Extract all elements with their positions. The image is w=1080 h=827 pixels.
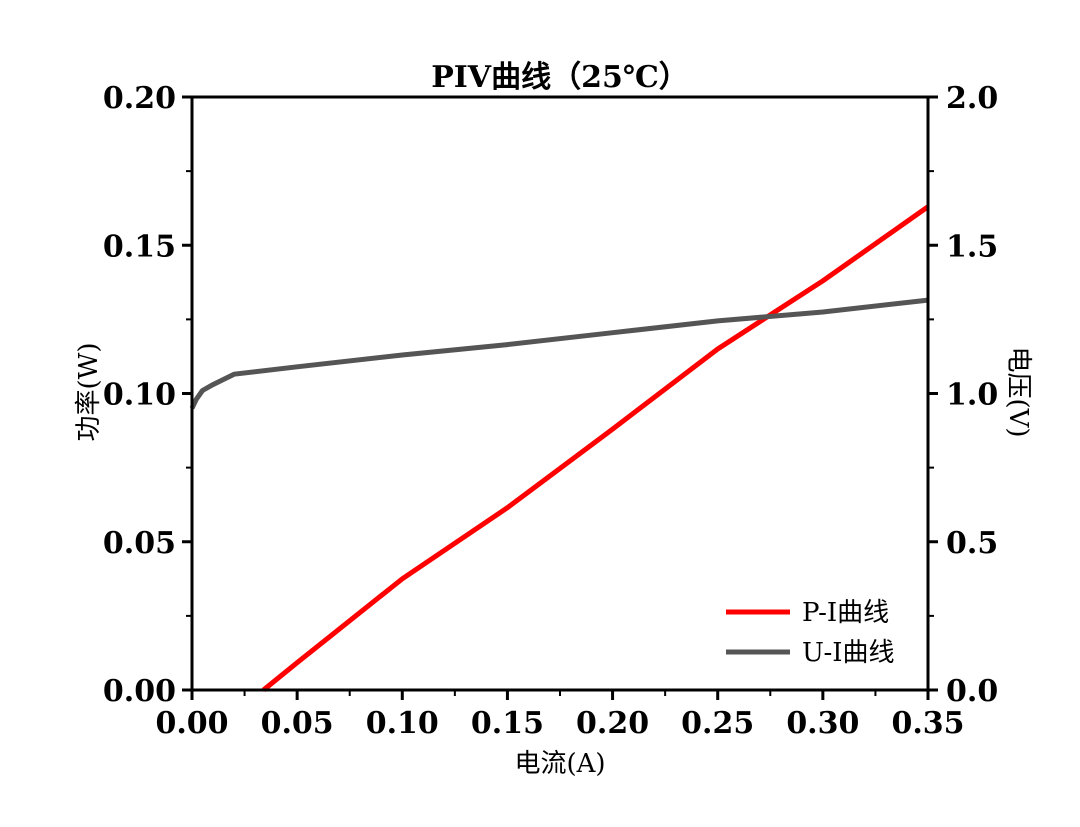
- x-tick-label: 0.05: [261, 706, 334, 741]
- series-line-power: [261, 204, 930, 692]
- y-left-tick-label: 0.20: [103, 81, 176, 116]
- y-left-tick-label: 0.05: [103, 526, 176, 561]
- legend: P-I曲线 U-I曲线: [726, 598, 895, 668]
- x-axis-title: 电流(A): [514, 749, 605, 779]
- x-tick-label: 0.30: [786, 706, 859, 741]
- svg-text:电压(V): 电压(V): [1003, 346, 1033, 437]
- y-left-tick-label: 0.00: [103, 674, 176, 709]
- chart-title: PIV曲线（25℃）: [431, 60, 689, 95]
- series-line-voltage: [189, 297, 929, 410]
- y-left-tick-label: 0.10: [103, 378, 176, 413]
- svg-text:功率(W): 功率(W): [74, 342, 104, 441]
- y-right-tick-label: 1.0: [946, 378, 998, 413]
- x-tick-label: 0.35: [891, 706, 964, 741]
- y-right-tick-label: 2.0: [946, 81, 998, 116]
- y-right-tick-label: 1.5: [946, 229, 998, 264]
- y-axis-left-title: 功率(W): [74, 342, 104, 441]
- y-right-tick-label: 0.5: [946, 526, 998, 561]
- legend-label: P-I曲线: [802, 598, 889, 628]
- y-right-tick-label: 0.0: [946, 674, 998, 709]
- x-tick-label: 0.00: [155, 706, 228, 741]
- x-tick-label: 0.20: [576, 706, 649, 741]
- x-tick-label: 0.25: [681, 706, 754, 741]
- x-tick-label: 0.15: [471, 706, 544, 741]
- legend-label: U-I曲线: [802, 638, 895, 668]
- y-axis-right-title: 电压(V): [1003, 346, 1033, 437]
- x-tick-label: 0.10: [366, 706, 439, 741]
- y-left-tick-label: 0.15: [103, 229, 176, 264]
